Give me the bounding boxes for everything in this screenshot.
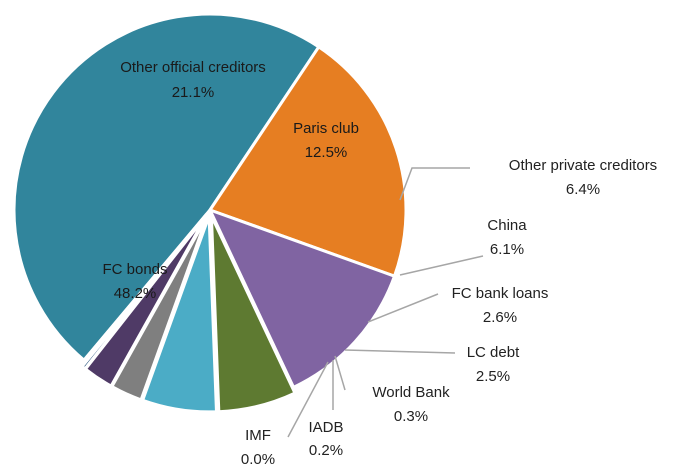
slice-value-paris-club: 12.5% bbox=[305, 144, 348, 161]
slice-label-other-private: Other private creditors bbox=[509, 157, 657, 174]
slice-value-iadb: 0.2% bbox=[309, 442, 343, 459]
slice-label-fc-bonds: FC bonds bbox=[102, 261, 167, 278]
leader-line-imf bbox=[287, 361, 329, 438]
slice-label-lc-debt: LC debt bbox=[467, 344, 520, 361]
leader-line-lc-debt bbox=[344, 349, 456, 354]
leader-line-other-private-creditors bbox=[399, 167, 470, 201]
pie-slice-other-private-creditors bbox=[209, 214, 297, 414]
pie-slices bbox=[12, 12, 408, 414]
slice-label-paris-club: Paris club bbox=[293, 120, 359, 137]
slice-label-world-bank: World Bank bbox=[372, 384, 450, 401]
slice-label-china: China bbox=[487, 217, 527, 234]
leader-line-fc-bank-loans bbox=[367, 293, 439, 323]
leader-lines bbox=[287, 167, 484, 438]
slice-value-fc-bonds: 48.2% bbox=[114, 285, 157, 302]
pie-slice-other-official-creditors bbox=[208, 45, 408, 278]
slice-value-other-private: 6.4% bbox=[566, 181, 600, 198]
pie-slice-china bbox=[141, 214, 218, 414]
slice-value-china: 6.1% bbox=[490, 241, 524, 258]
leader-line-china bbox=[399, 255, 484, 276]
pie-slice-iadb bbox=[78, 213, 208, 368]
slice-label-fc-bank-loans: FC bank loans bbox=[452, 285, 549, 302]
slice-value-world-bank: 0.3% bbox=[394, 408, 428, 425]
slice-label-other-official: Other official creditors bbox=[120, 59, 266, 76]
slice-value-imf: 0.0% bbox=[241, 451, 275, 468]
pie-slice-fc-bonds bbox=[12, 12, 321, 362]
pie-slice-paris-club bbox=[208, 208, 396, 389]
slice-label-imf: IMF bbox=[245, 427, 271, 444]
slice-label-iadb: IADB bbox=[308, 419, 343, 436]
slice-value-other-official: 21.1% bbox=[172, 84, 215, 101]
slice-value-fc-bank-loans: 2.6% bbox=[483, 309, 517, 326]
slice-value-lc-debt: 2.5% bbox=[476, 368, 510, 385]
leader-line-world-bank bbox=[334, 355, 346, 391]
